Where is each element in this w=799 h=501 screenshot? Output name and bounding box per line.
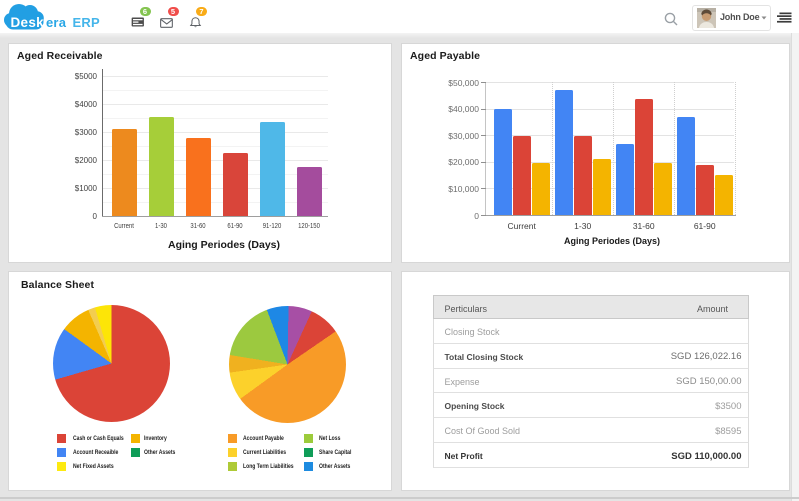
svg-text:ERP: ERP [73, 15, 100, 30]
svg-text:Desk: Desk [11, 15, 45, 30]
svg-text:era: era [46, 15, 67, 30]
